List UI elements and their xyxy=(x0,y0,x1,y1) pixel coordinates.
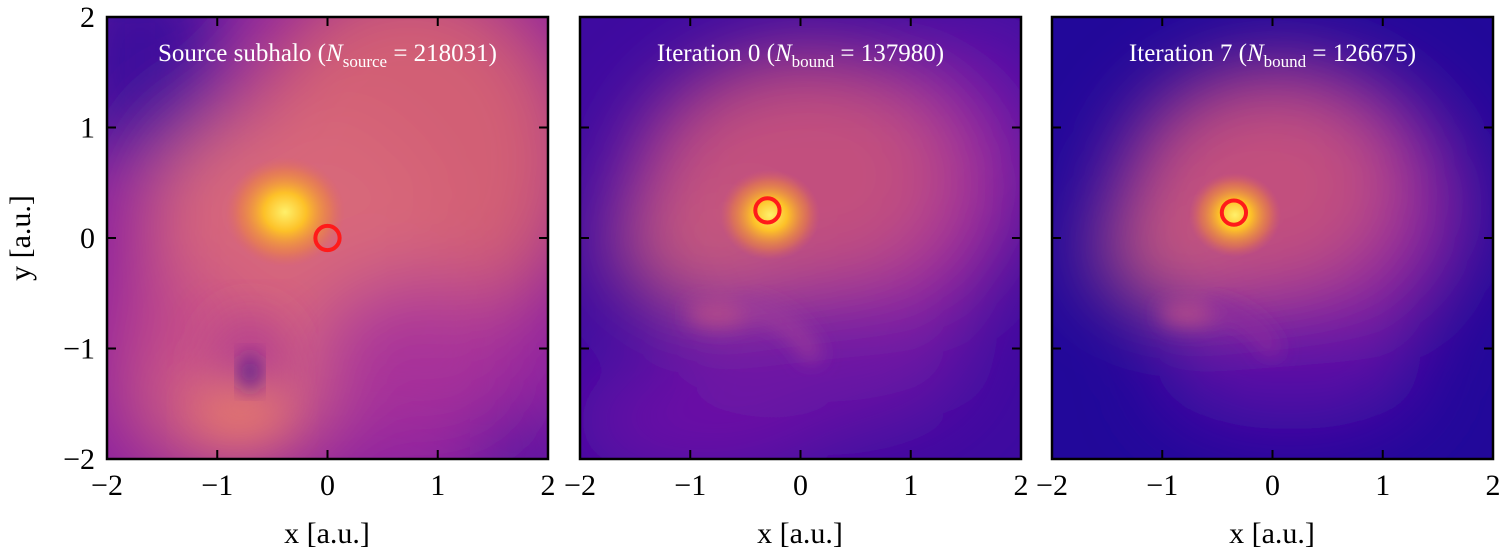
heatmap-iteration-0 xyxy=(580,17,1021,459)
x-tick-label: 1 xyxy=(903,469,918,502)
x-tick-label: 2 xyxy=(1486,469,1501,502)
x-tick-label: 2 xyxy=(1014,469,1029,502)
panel-iteration-0: −2 −1 0 1 2 Iteration 0 (Nbound = 137980) x … xyxy=(564,15,1029,550)
x-tick-label: 1 xyxy=(1375,469,1390,502)
ticks-panel-2: −2 −1 0 1 2 xyxy=(1036,16,1501,502)
center-marker-source xyxy=(313,223,342,253)
y-tick-label: −1 xyxy=(63,333,95,366)
panel-source-subhalo: −2 −1 0 1 2 −2 −1 0 1 2 Source subhalo (Nsource =… xyxy=(4,1,556,550)
x-tick-label: −1 xyxy=(1146,469,1178,502)
x-tick-label: 1 xyxy=(430,469,445,502)
x-tick-label: 0 xyxy=(1265,469,1280,502)
x-tick-label: −2 xyxy=(1036,469,1068,502)
heatmap-source-subhalo xyxy=(107,17,548,459)
x-axis-title-2: x [a.u.] xyxy=(1229,517,1315,550)
x-tick-label: −1 xyxy=(201,469,233,502)
panel-iteration-7: −2 −1 0 1 2 Iteration 7 (Nbound = 126675) x … xyxy=(1036,15,1501,550)
center-marker-iteration-7 xyxy=(1219,198,1249,227)
x-axis-title-0: x [a.u.] xyxy=(284,517,370,550)
ticks-panel-1: −2 −1 0 1 2 xyxy=(564,16,1029,502)
x-tick-label: −1 xyxy=(674,469,706,502)
x-tick-label: −2 xyxy=(91,469,123,502)
center-marker-iteration-0 xyxy=(753,196,782,225)
x-tick-label: −2 xyxy=(564,469,596,502)
y-tick-label: 0 xyxy=(80,222,95,255)
heatmap-iteration-7 xyxy=(1052,17,1493,459)
y-tick-label: 1 xyxy=(80,112,95,145)
y-tick-label: −2 xyxy=(63,443,95,476)
x-tick-label: 2 xyxy=(541,469,556,502)
x-tick-label: 0 xyxy=(793,469,808,502)
panel-title-source: Source subhalo (Nsource = 218031) xyxy=(158,40,497,71)
y-axis-title: y [a.u.] xyxy=(4,195,37,281)
x-tick-label: 0 xyxy=(320,469,335,502)
panel-title-iteration-0: Iteration 0 (Nbound = 137980) xyxy=(657,40,944,71)
x-axis-title-1: x [a.u.] xyxy=(757,517,843,550)
panel-title-iteration-7: Iteration 7 (Nbound = 126675) xyxy=(1129,40,1416,71)
y-tick-label: 2 xyxy=(80,1,95,34)
ticks-panel-0: −2 −1 0 1 2 −2 −1 0 1 2 xyxy=(63,1,555,502)
